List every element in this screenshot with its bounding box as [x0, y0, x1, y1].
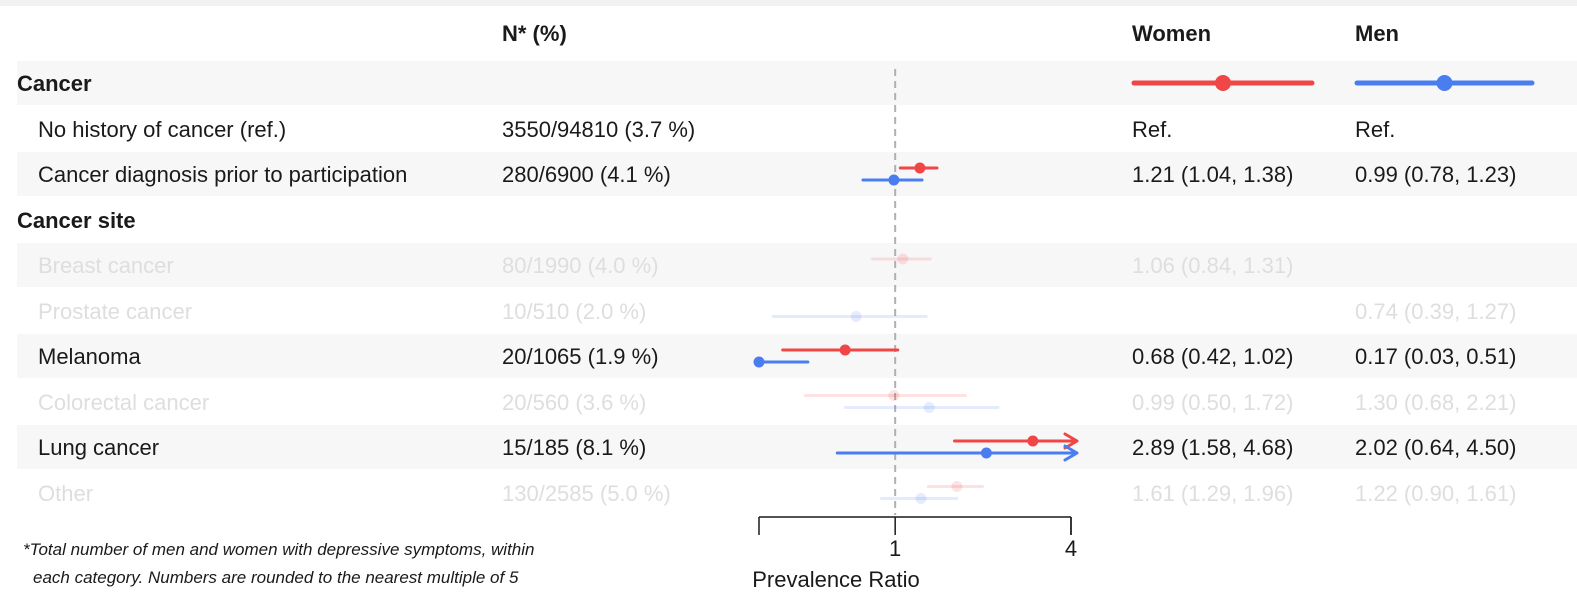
- row-band: [17, 152, 1577, 196]
- men-point-estimate: [980, 447, 992, 459]
- women-estimate-text: 0.99 (0.50, 1.72): [1132, 389, 1294, 415]
- row-n-value: 80/1990 (4.0 %): [502, 253, 659, 278]
- men-estimate-text: 0.74 (0.39, 1.27): [1355, 298, 1517, 324]
- men-point-estimate: [923, 402, 935, 413]
- women-estimate-text: Ref.: [1132, 116, 1173, 142]
- row-band: [17, 425, 1577, 469]
- row-label: No history of cancer (ref.): [38, 116, 287, 142]
- men-point-estimate: [915, 493, 927, 504]
- n-column-header: N* (%): [502, 21, 567, 46]
- women-estimate-text: 1.06 (0.84, 1.31): [1132, 253, 1294, 278]
- women-estimate-text: 0.68 (0.42, 1.02): [1132, 344, 1294, 369]
- row-n-value: 3550/94810 (3.7 %): [502, 116, 696, 142]
- women-point-estimate: [914, 162, 926, 174]
- forest-plot-canvas: [0, 6, 1577, 607]
- section-label: Cancer site: [17, 207, 136, 233]
- women-point-estimate: [1027, 435, 1039, 447]
- men-point-estimate: [850, 311, 862, 322]
- row-n-value: 280/6900 (4.1 %): [502, 162, 671, 187]
- men-estimate-text: 2.02 (0.64, 4.50): [1355, 435, 1517, 460]
- row-label: Other: [38, 480, 94, 506]
- row-label: Prostate cancer: [38, 298, 193, 324]
- women-column-header: Women: [1132, 21, 1212, 46]
- row-n-value: 15/185 (8.1 %): [502, 435, 647, 460]
- row-label: Lung cancer: [38, 435, 160, 460]
- row-label: Melanoma: [38, 344, 141, 369]
- footnote-line-2: each category. Numbers are rounded to th…: [33, 568, 519, 587]
- women-point-estimate: [897, 253, 909, 265]
- row-n-value: 20/1065 (1.9 %): [502, 344, 659, 369]
- women-point-estimate: [888, 390, 900, 401]
- men-estimate-text: 1.30 (0.68, 2.21): [1355, 389, 1517, 415]
- women-ci-arrow: [1063, 432, 1079, 450]
- legend-key-point-women: [1215, 75, 1231, 91]
- men-ci-arrow: [1063, 444, 1079, 462]
- legend-key-point-men: [1436, 75, 1453, 91]
- men-estimate-text: 0.99 (0.78, 1.23): [1355, 162, 1517, 187]
- men-estimate-text: 1.22 (0.90, 1.61): [1355, 480, 1517, 506]
- x-axis-label: Prevalence Ratio: [752, 567, 920, 592]
- men-column-header: Men: [1355, 21, 1399, 46]
- section-label: Cancer: [17, 71, 92, 96]
- x-tick-label: 4: [1065, 536, 1077, 561]
- row-label: Colorectal cancer: [38, 389, 210, 415]
- row-n-value: 10/510 (2.0 %): [502, 298, 647, 324]
- row-n-value: 130/2585 (5.0 %): [502, 480, 671, 506]
- row-band: [17, 334, 1577, 378]
- women-estimate-text: 1.61 (1.29, 1.96): [1132, 480, 1294, 506]
- women-estimate-text: 2.89 (1.58, 4.68): [1132, 435, 1294, 460]
- women-point-estimate: [951, 481, 963, 492]
- row-band: [17, 61, 1577, 105]
- men-point-estimate: [888, 174, 900, 186]
- row-label: Breast cancer: [38, 253, 174, 278]
- men-point-estimate: [753, 356, 765, 368]
- women-point-estimate: [839, 344, 851, 356]
- footnote-line-1: *Total number of men and women with depr…: [23, 540, 535, 559]
- row-label: Cancer diagnosis prior to participation: [38, 162, 408, 187]
- row-band: [17, 243, 1577, 287]
- men-estimate-text: Ref.: [1355, 116, 1396, 142]
- women-estimate-text: 1.21 (1.04, 1.38): [1132, 162, 1294, 187]
- x-tick-label: 1: [889, 536, 901, 561]
- row-n-value: 20/560 (3.6 %): [502, 389, 647, 415]
- men-estimate-text: 0.17 (0.03, 0.51): [1355, 344, 1517, 369]
